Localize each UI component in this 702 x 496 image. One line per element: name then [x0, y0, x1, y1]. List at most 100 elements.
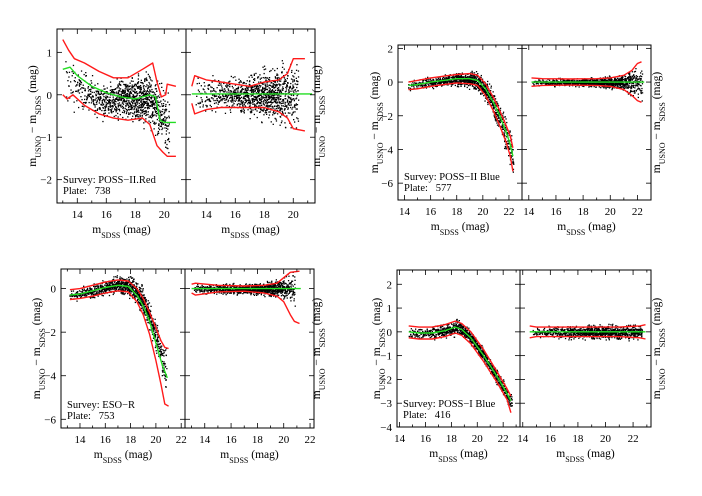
scatter-point [268, 96, 271, 99]
scatter-point [108, 101, 110, 103]
scatter-point [148, 120, 150, 122]
scatter-point [153, 128, 155, 130]
scatter-point [499, 109, 502, 111]
scatter-point [468, 81, 470, 83]
scatter-point [133, 113, 135, 115]
scatter-point [152, 120, 154, 122]
scatter-point [89, 93, 92, 95]
scatter-point [226, 86, 228, 88]
scatter-point [478, 85, 480, 87]
scatter-point [560, 79, 562, 81]
scatter-point [277, 89, 279, 91]
scatter-point [105, 98, 107, 100]
scatter-point [295, 97, 298, 99]
scatter-point [473, 72, 476, 74]
scatter-point [249, 80, 251, 82]
scatter-point [240, 86, 242, 88]
scatter-point [258, 81, 260, 83]
scatter-point [93, 104, 96, 106]
scatter-point [497, 117, 500, 119]
scatter-point [269, 105, 271, 107]
scatter-point [432, 84, 434, 86]
scatter-point [118, 282, 120, 285]
scatter-point [244, 102, 246, 104]
scatter-point [446, 78, 448, 80]
scatter-point [249, 118, 251, 120]
scatter-point [575, 82, 577, 84]
scatter-point [107, 284, 109, 287]
scatter-point [244, 89, 246, 91]
scatter-point [243, 81, 245, 84]
scatter-point [259, 78, 261, 80]
scatter-point [137, 116, 139, 118]
scatter-point [512, 168, 515, 171]
scatter-point [93, 296, 95, 298]
scatter-point [138, 116, 140, 118]
scatter-point [258, 111, 261, 113]
scatter-point [221, 87, 223, 89]
scatter-point [456, 79, 458, 81]
scatter-point [118, 104, 120, 106]
scatter-point [293, 100, 295, 102]
scatter-point [468, 76, 470, 78]
scatter-point [129, 103, 131, 105]
scatter-point [130, 105, 132, 107]
scatter-point [226, 99, 228, 101]
scatter-point [111, 111, 113, 113]
scatter-point [240, 81, 242, 83]
scatter-point [633, 75, 636, 77]
scatter-point [81, 87, 83, 89]
scatter-point [125, 100, 128, 103]
scatter-point [277, 101, 279, 103]
scatter-point [614, 79, 616, 81]
scatter-point [280, 80, 282, 82]
scatter-point [160, 114, 162, 117]
scatter-point [111, 91, 113, 93]
scatter-point [293, 76, 295, 78]
scatter-point [230, 111, 232, 113]
scatter-point [252, 98, 254, 100]
scatter-point [124, 100, 127, 102]
scatter-point [495, 111, 498, 114]
scatter-point [270, 69, 272, 72]
scatter-point [119, 114, 121, 116]
scatter-point [96, 116, 98, 119]
scatter-point [237, 88, 239, 90]
scatter-point [412, 81, 414, 83]
scatter-point [114, 287, 116, 289]
scatter-point [255, 95, 257, 98]
x-axis-title: mSDSS (mag) [92, 224, 151, 240]
x-tick-label: 20 [288, 209, 300, 221]
scatter-point [475, 80, 477, 82]
scatter-point [130, 112, 132, 114]
scatter-point [125, 102, 127, 104]
scatter-point [286, 105, 288, 107]
scatter-point [258, 92, 260, 94]
scatter-point [162, 99, 165, 101]
scatter-point [135, 108, 137, 110]
scatter-point [464, 85, 466, 88]
scatter-point [117, 119, 119, 121]
scatter-point [628, 86, 630, 88]
scatter-point [198, 91, 200, 93]
scatter-point [509, 148, 511, 150]
scatter-point [158, 127, 160, 129]
scatter-point [236, 88, 239, 90]
scatter-point [84, 293, 86, 296]
scatter-point [281, 60, 283, 62]
scatter-point [477, 73, 479, 75]
scatter-point [263, 101, 265, 103]
scatter-point [507, 146, 510, 148]
scatter-point [256, 102, 259, 105]
scatter-point [504, 147, 506, 150]
scatter-point [109, 103, 111, 105]
scatter-point [107, 289, 109, 291]
scatter-point [624, 87, 626, 89]
scatter-point [88, 290, 91, 292]
scatter-point [494, 95, 496, 97]
scatter-point [76, 84, 78, 86]
scatter-point [268, 77, 271, 79]
scatter-point [282, 105, 284, 107]
scatter-point [498, 114, 500, 116]
scatter-point [278, 102, 281, 104]
